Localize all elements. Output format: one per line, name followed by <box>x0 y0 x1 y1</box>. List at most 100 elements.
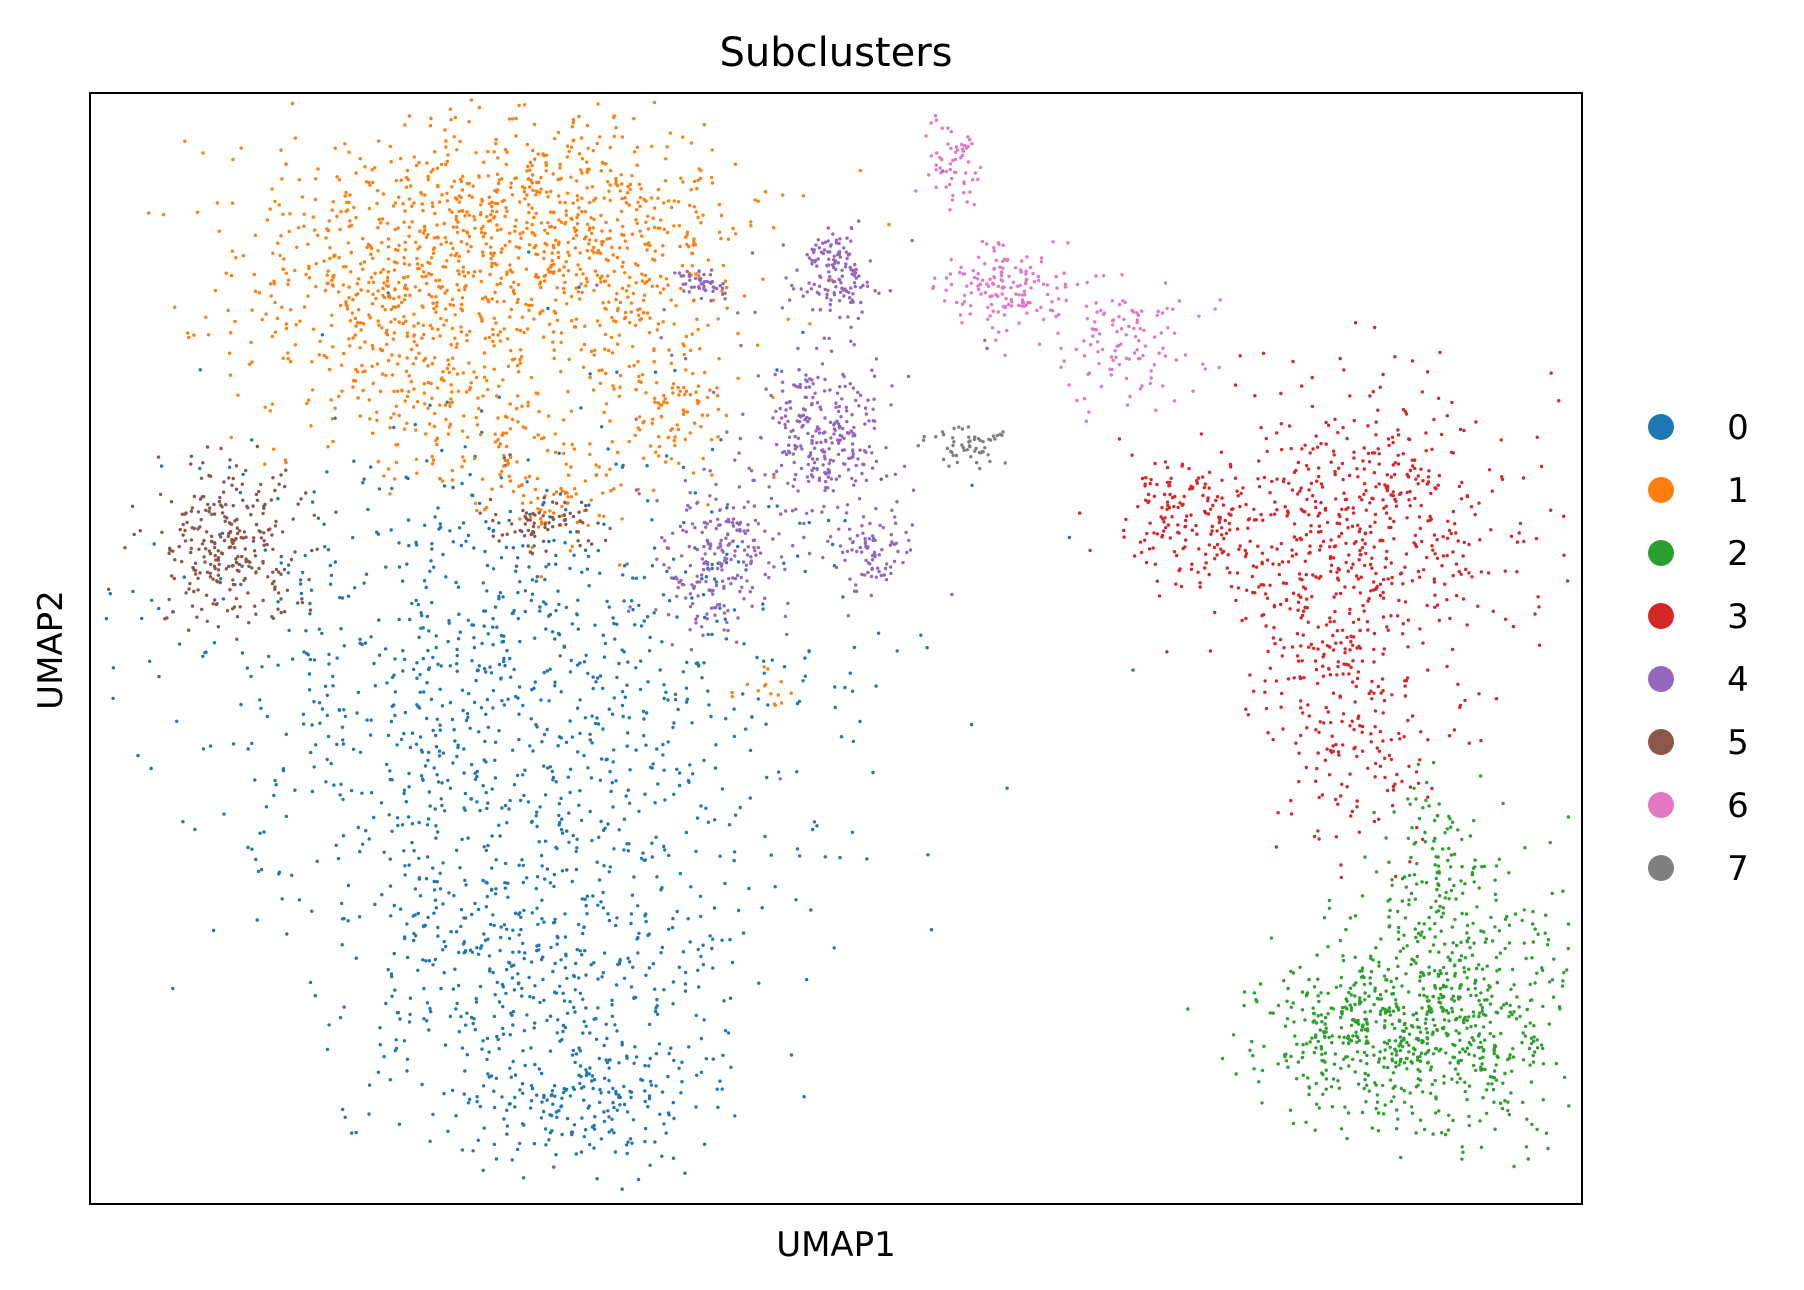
data-point <box>631 344 635 349</box>
data-point <box>389 320 393 324</box>
data-point <box>789 1053 794 1057</box>
data-point <box>618 385 622 389</box>
data-point <box>1401 946 1406 950</box>
data-point <box>450 297 455 302</box>
data-point <box>1152 494 1157 498</box>
data-point <box>625 744 629 748</box>
data-point <box>1287 481 1291 485</box>
data-point <box>1250 574 1255 579</box>
data-point <box>640 279 645 283</box>
data-point <box>584 1024 588 1029</box>
data-point <box>1227 512 1231 516</box>
data-point <box>350 311 355 315</box>
data-point <box>1336 430 1340 435</box>
data-point <box>310 360 314 364</box>
data-point <box>584 1128 588 1132</box>
data-point <box>1383 1024 1387 1028</box>
data-point <box>1451 1118 1455 1123</box>
data-point <box>1467 1084 1472 1088</box>
data-point <box>507 936 512 941</box>
data-point <box>622 564 627 568</box>
data-point <box>201 151 205 155</box>
data-point <box>258 831 262 835</box>
data-point <box>682 520 686 525</box>
data-point <box>1254 998 1258 1002</box>
data-point <box>970 483 974 487</box>
data-point <box>520 501 525 505</box>
data-point <box>608 145 612 150</box>
data-point <box>519 927 523 932</box>
data-point <box>584 276 589 281</box>
data-point <box>626 660 630 664</box>
data-point <box>805 977 809 982</box>
data-point <box>1490 489 1495 493</box>
data-point <box>637 182 642 186</box>
data-point <box>531 231 535 235</box>
data-point <box>538 190 542 195</box>
data-point <box>279 561 283 565</box>
data-point <box>1494 864 1499 868</box>
data-point <box>631 965 635 969</box>
data-point <box>402 276 406 280</box>
data-point <box>1155 482 1159 487</box>
data-point <box>450 1088 455 1093</box>
data-point <box>1353 321 1358 325</box>
data-point <box>1342 491 1346 495</box>
data-point <box>694 210 698 214</box>
data-point <box>712 906 717 910</box>
data-point <box>463 445 467 449</box>
data-point <box>480 317 484 321</box>
data-point <box>320 631 324 636</box>
data-point <box>1157 594 1162 598</box>
data-point <box>571 201 575 205</box>
data-point <box>1417 575 1422 579</box>
data-point <box>1320 485 1325 489</box>
data-point <box>662 696 666 701</box>
data-point <box>1300 990 1305 994</box>
data-point <box>1319 441 1323 446</box>
data-point <box>563 1025 568 1030</box>
data-point <box>592 198 596 203</box>
data-point <box>1363 1071 1367 1076</box>
data-point <box>592 288 596 293</box>
data-point <box>389 719 394 724</box>
data-point <box>1438 894 1442 898</box>
data-point <box>359 321 363 325</box>
data-point <box>1566 922 1571 926</box>
data-point <box>573 325 578 329</box>
data-point <box>1503 917 1508 921</box>
data-point <box>508 427 513 431</box>
data-point <box>480 297 485 301</box>
data-point <box>1326 991 1330 995</box>
data-point <box>288 359 293 364</box>
data-point <box>494 887 498 891</box>
data-point <box>1473 865 1477 869</box>
data-point <box>769 692 773 696</box>
data-point <box>710 148 714 152</box>
data-point <box>1279 705 1283 709</box>
data-point <box>1366 451 1371 456</box>
data-point <box>427 959 432 963</box>
data-point <box>1438 350 1442 355</box>
data-point <box>741 692 745 696</box>
data-point <box>1444 1051 1448 1055</box>
data-point <box>1450 1010 1455 1014</box>
data-point <box>1382 1040 1387 1045</box>
data-point <box>645 280 649 284</box>
data-point <box>801 194 806 198</box>
data-point <box>1349 566 1354 570</box>
data-point <box>590 248 594 253</box>
data-point <box>565 1116 570 1121</box>
data-point <box>590 741 594 745</box>
data-point <box>496 156 500 160</box>
data-point <box>681 408 685 412</box>
data-point <box>474 1000 479 1004</box>
data-point <box>348 193 352 197</box>
data-point <box>1359 1028 1364 1032</box>
data-point <box>382 1054 386 1059</box>
data-point <box>702 370 707 375</box>
data-point <box>514 245 518 249</box>
data-point <box>505 415 509 419</box>
data-point <box>1378 1012 1383 1016</box>
data-point <box>351 336 355 340</box>
